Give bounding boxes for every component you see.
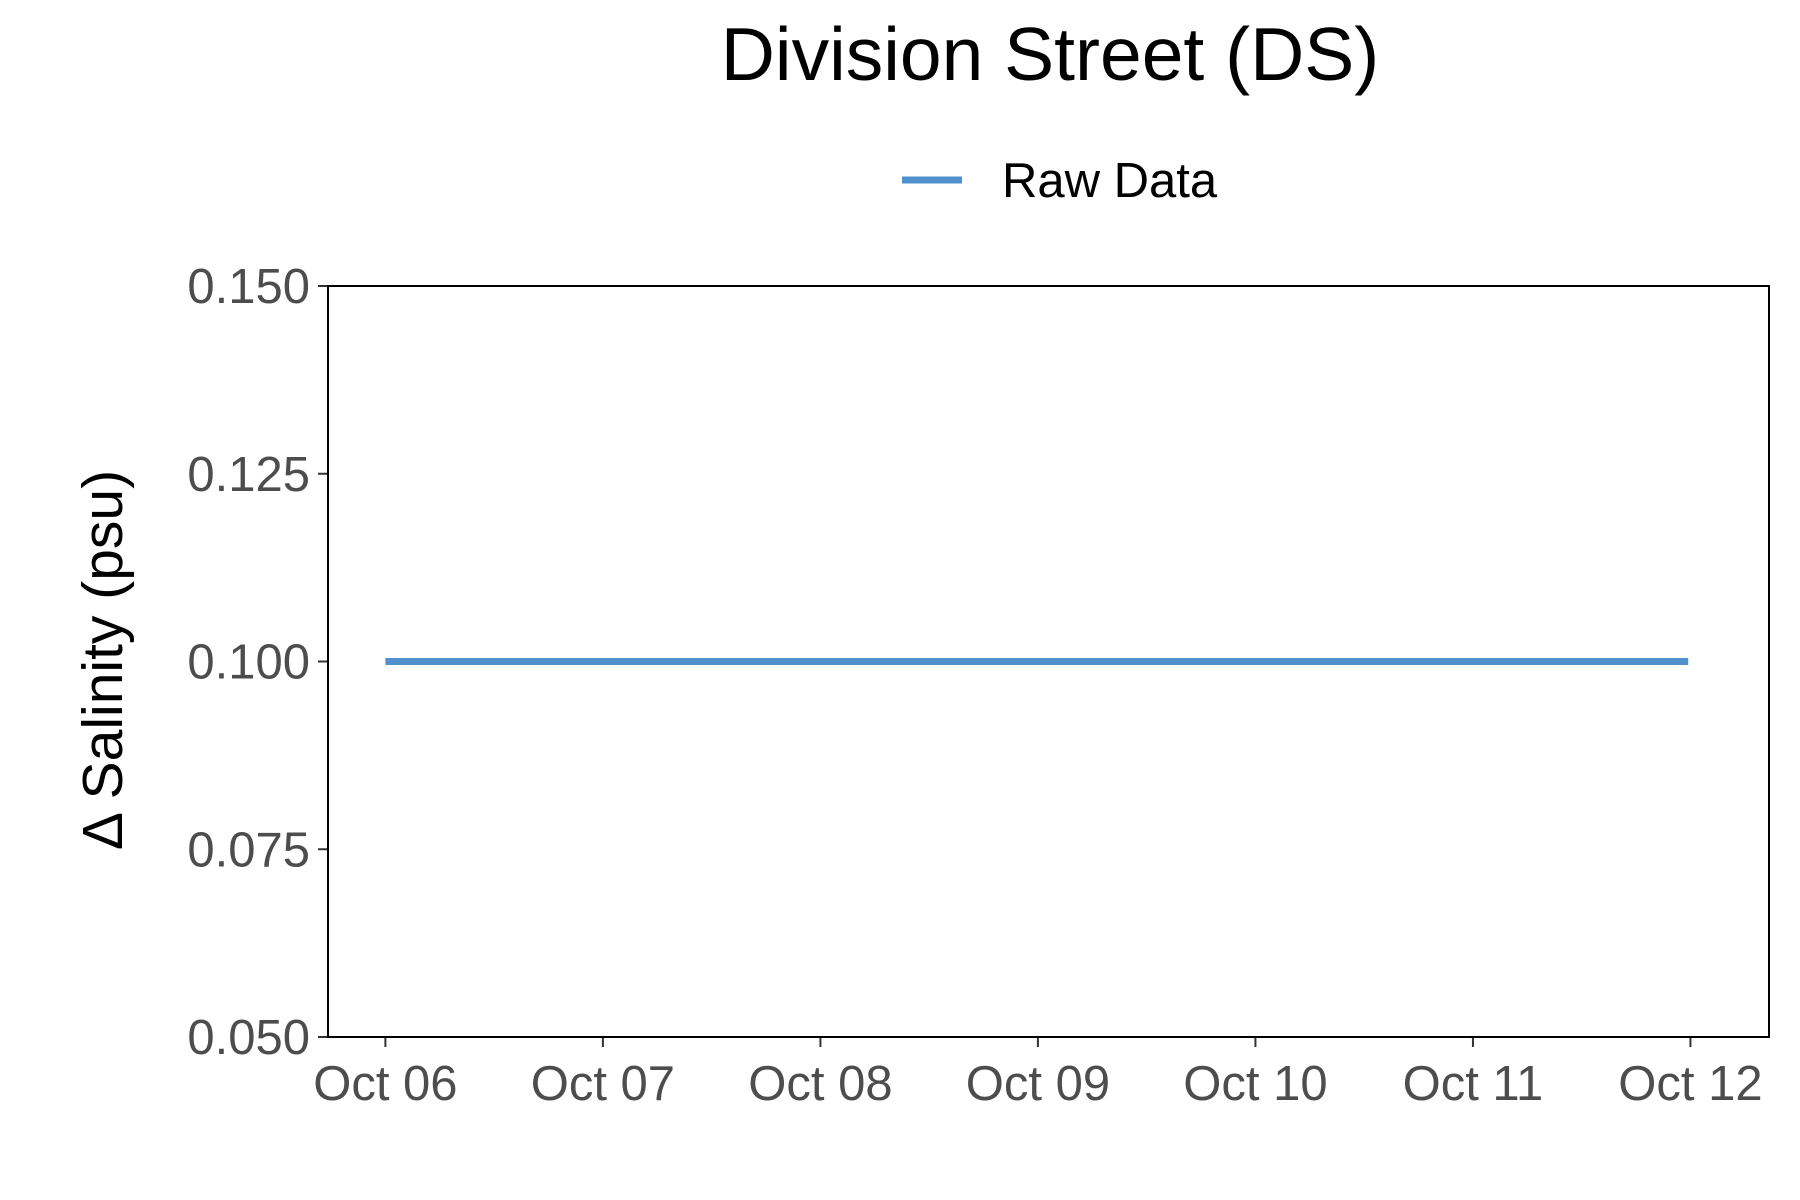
- y-tick-label: 0.075: [187, 823, 310, 877]
- x-axis: Oct 06 Oct 07 Oct 08 Oct 09 Oct 10 Oct 11 Oct …: [313, 1037, 1763, 1111]
- x-tick-label: Oct 08: [748, 1057, 892, 1111]
- plot-panel: [327, 285, 1770, 1038]
- legend: Raw Data: [902, 154, 1218, 208]
- x-tick-label: Oct 12: [1618, 1057, 1762, 1111]
- x-tick-label: Oct 06: [313, 1057, 457, 1111]
- y-axis-title: Δ Salinity (psu): [71, 470, 135, 850]
- x-tick-label: Oct 11: [1403, 1057, 1544, 1111]
- chart-title: Division Street (DS): [721, 12, 1379, 96]
- legend-label-raw-data: Raw Data: [1002, 154, 1218, 208]
- y-tick-label: 0.100: [187, 636, 310, 690]
- y-tick-label: 0.150: [187, 260, 310, 314]
- y-tick-label: 0.050: [187, 1011, 310, 1065]
- y-axis: 0.150 0.125 0.100 0.075 0.050: [187, 260, 328, 1065]
- y-tick-label: 0.125: [187, 448, 310, 502]
- x-tick-label: Oct 10: [1183, 1057, 1327, 1111]
- x-tick-label: Oct 07: [531, 1057, 675, 1111]
- x-tick-label: Oct 09: [966, 1057, 1110, 1111]
